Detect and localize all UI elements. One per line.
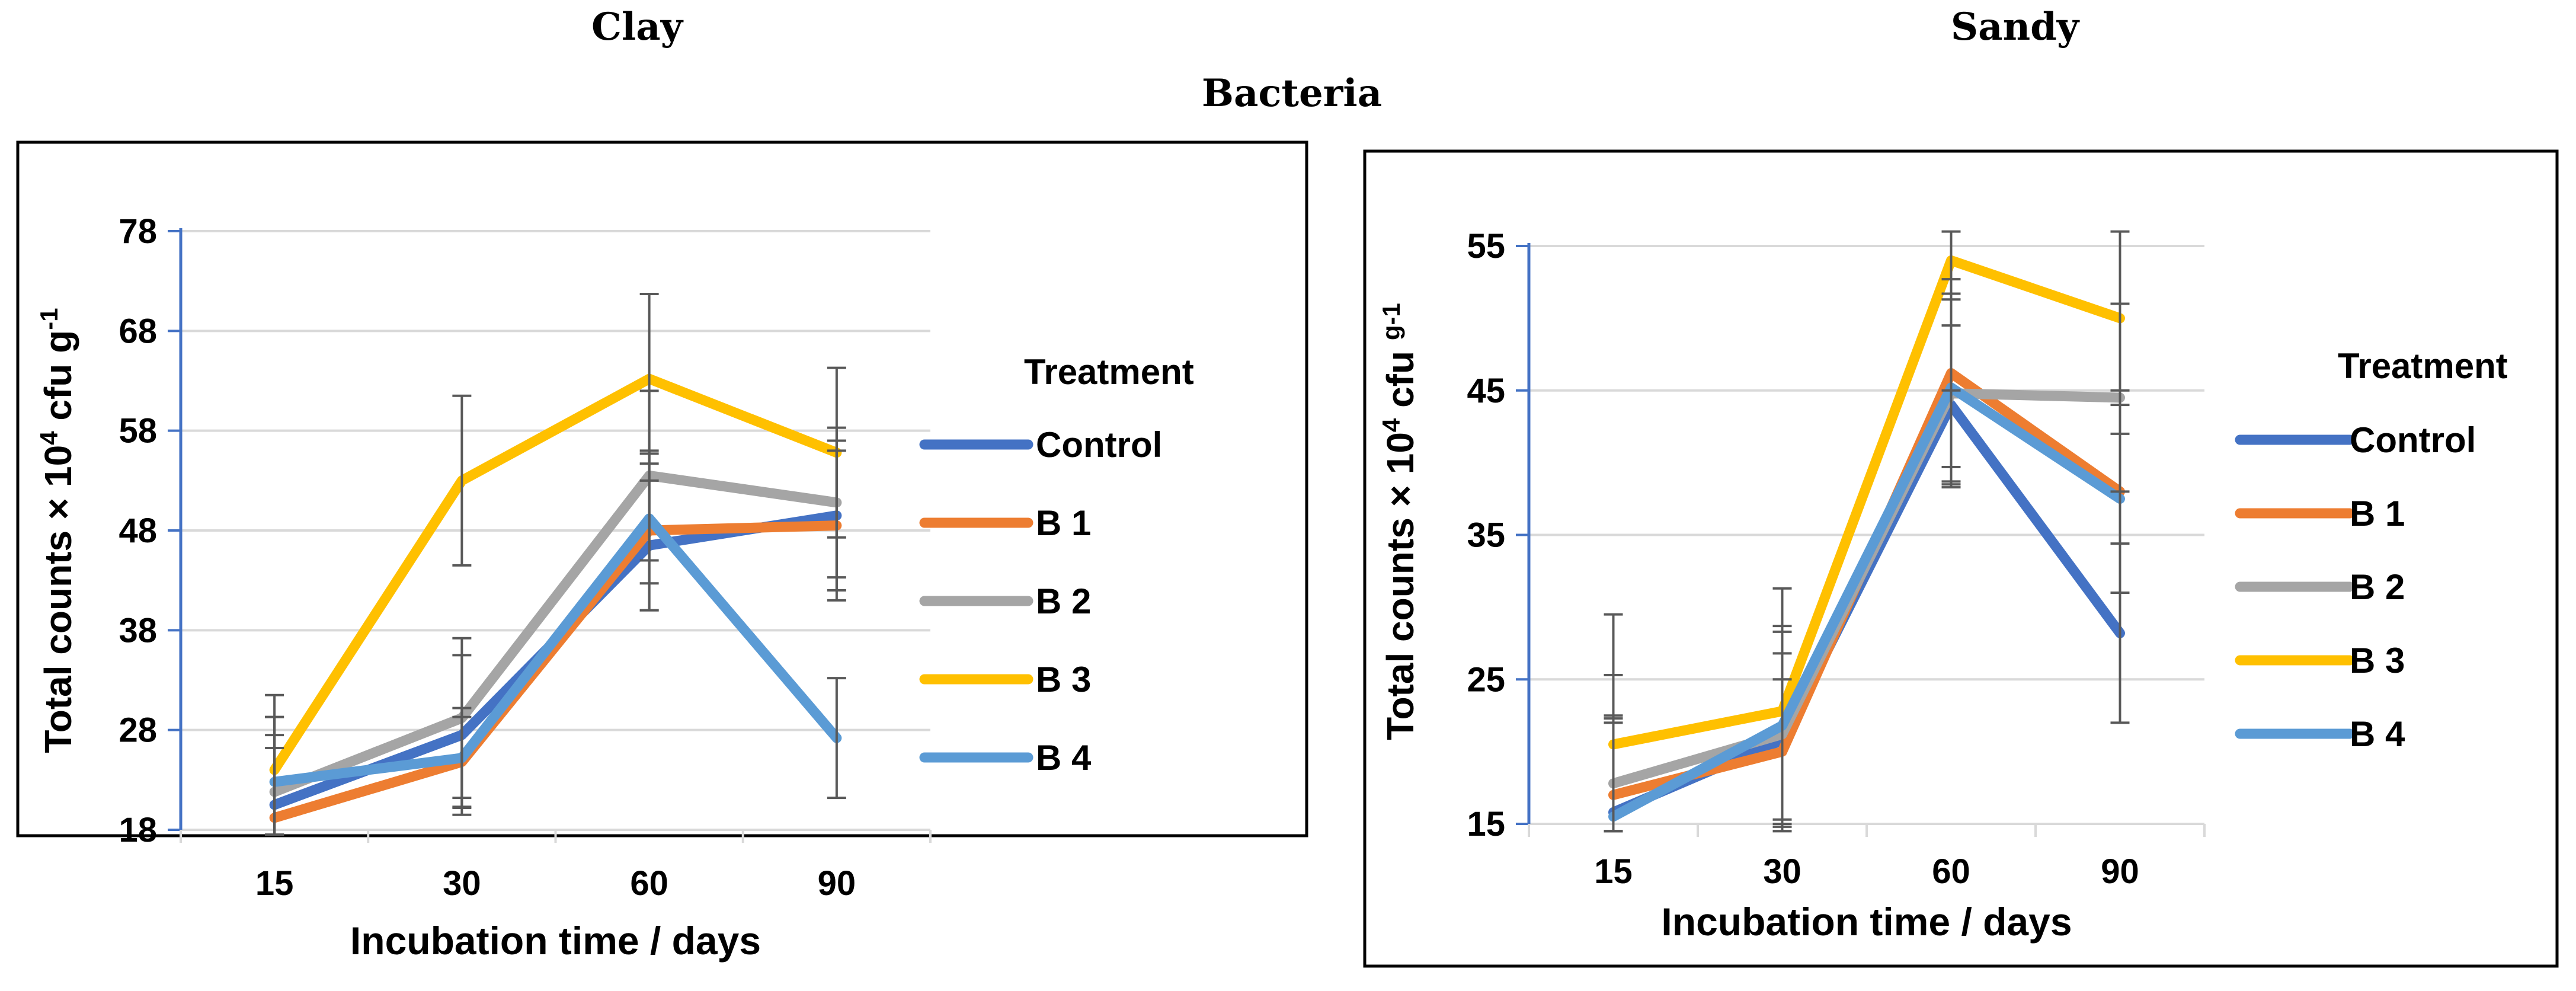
y-axis-label-part: 4 [1377,418,1405,432]
y-tick-label: 15 [1467,805,1505,843]
chart-frame [1363,149,2559,968]
y-tick-label: 35 [1467,516,1505,555]
legend-label: B 2 [1036,581,1091,621]
y-tick-label: 45 [1467,372,1505,410]
legend-item: B 1 [2235,494,2405,533]
y-tick-label: 68 [119,312,157,350]
legend-item: B 3 [919,660,1091,699]
error-bar [1772,630,1792,821]
legend-item: B 4 [2235,714,2405,754]
legend-label: B 2 [2350,567,2405,607]
series-line-b3 [269,373,842,775]
x-tick-label: 90 [818,864,856,903]
x-tick-label: 15 [1594,852,1633,891]
x-tick-label: 15 [255,864,294,903]
series-line-b4 [269,513,842,787]
y-axis-label-part: cfu [1379,340,1422,418]
series-line-b2 [269,470,842,797]
chart-header-sandy: Sandy [1950,5,2079,49]
error-bar [265,715,284,836]
y-axis-label: Total counts × 104 cfu g-1 [35,308,80,753]
series-line-control [1608,399,2125,817]
legend: Treatment Control B 1 B 2 B 3 B 4 [919,352,1194,778]
legend-label: B 4 [1036,738,1092,778]
y-tick-label: 58 [119,412,157,450]
legend-item: Control [2235,420,2476,460]
legend-label: B 1 [2350,494,2405,533]
y-tick-label: 78 [119,212,157,251]
error-bar [2110,230,2130,435]
error-bar [1941,292,1961,483]
legend: Treatment Control B 1 B 2 B 3 B 4 [2235,346,2508,754]
legend-item: Control [919,425,1162,465]
x-axis-label: Incubation time / days [350,919,761,963]
chart-sandy: 15 25 35 45 55 15 30 60 90 Total counts × 104 cfu… [1363,149,2559,968]
y-axis-label-part: cfu g [37,330,79,431]
error-bar [827,366,846,539]
y-tick-label: 25 [1467,660,1505,699]
x-tick-label: 30 [1763,852,1801,891]
y-axis-label-part: Total counts × 10 [37,445,79,753]
y-axis-label: Total counts × 104 cfu g-1 [1377,303,1422,740]
error-bar [639,452,659,585]
series-line-b3 [1608,255,2125,750]
y-tick-label: 28 [119,711,157,750]
legend-item: B 1 [919,503,1091,543]
legend-label: B 3 [2350,641,2405,680]
legend-title: Treatment [2338,346,2508,386]
error-bar [2110,404,2130,594]
y-tick-label: 18 [119,811,157,849]
figure-title: Bacteria [1201,71,1383,116]
legend-item: B 4 [919,738,1092,778]
legend-label: B 3 [1036,660,1091,699]
x-tick-label: 60 [630,864,668,903]
legend-label: B 1 [1036,503,1091,543]
legend-item: B 2 [2235,567,2405,607]
legend-item: B 3 [2235,641,2405,680]
series-line-b4 [1608,382,2125,822]
y-tick-label: 48 [119,512,157,550]
x-axis-label: Incubation time / days [1661,900,2072,944]
chart-clay: 18 28 38 48 58 68 78 15 30 60 90 Total counts × 104… [16,140,1308,963]
legend-label: Control [1036,425,1162,465]
y-tick-label: 38 [119,611,157,650]
error-bar [452,707,472,809]
y-axis-label-part: Total counts × 10 [1379,432,1422,740]
error-bar [1604,721,1623,833]
error-bar [827,677,846,800]
legend-label: B 4 [2350,714,2405,754]
legend-item: B 2 [919,581,1091,621]
y-axis-label-part: 4 [35,431,63,445]
x-tick-label: 30 [443,864,481,903]
x-tick-label: 90 [2101,852,2139,891]
x-tick-label: 60 [1932,852,1970,891]
y-axis-label-part: g-1 [1377,303,1405,340]
error-bar [452,394,472,567]
y-axis-label-part: -1 [35,308,63,330]
y-tick-label: 55 [1467,227,1505,266]
legend-label: Control [2350,420,2476,460]
legend-title: Treatment [1024,352,1194,392]
chart-frame [16,140,1308,837]
chart-header-clay: Clay [591,5,683,49]
